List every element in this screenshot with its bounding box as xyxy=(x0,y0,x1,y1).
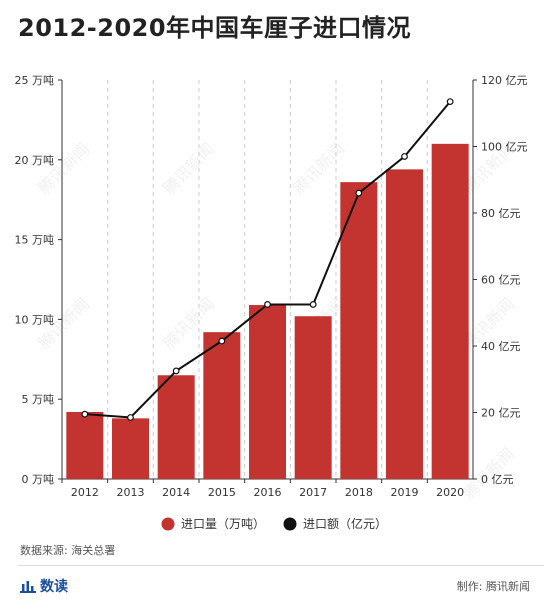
brand-logo: 数读 xyxy=(20,576,68,596)
bar-2015 xyxy=(203,332,241,479)
right-tick-label: 40 亿元 xyxy=(481,340,521,353)
line-point-2012 xyxy=(81,410,89,418)
chart-title: 2012-2020年中国车厘子进口情况 xyxy=(18,14,412,42)
right-tick-label: 120 亿元 xyxy=(481,74,528,87)
bar-2012 xyxy=(66,411,104,479)
x-tick-label: 2019 xyxy=(391,486,419,499)
right-tick-label: 60 亿元 xyxy=(481,274,521,287)
left-tick-label: 25 万吨 xyxy=(15,74,55,87)
line-point-2018 xyxy=(355,189,363,197)
x-tick-label: 2017 xyxy=(299,486,327,499)
x-tick-label: 2016 xyxy=(254,486,282,499)
x-tick-labels: 2012 2013 2014 2015 2016 2017 2018 2019 2020 xyxy=(71,486,464,499)
footer-divider xyxy=(18,565,544,566)
bar-2019 xyxy=(386,169,423,479)
x-tick-label: 2013 xyxy=(117,486,145,499)
left-tick-label: 5 万吨 xyxy=(22,393,55,406)
line-point-2019 xyxy=(401,153,408,160)
line-point-2017 xyxy=(309,301,317,308)
x-tick-label: 2012 xyxy=(71,486,99,499)
x-tick-label: 2018 xyxy=(345,486,373,499)
line-point-2020 xyxy=(446,98,454,106)
line-point-2015 xyxy=(218,337,226,345)
left-tick-label: 15 万吨 xyxy=(15,234,55,247)
legend: 进口量（万吨） 进口额（亿元） xyxy=(161,516,387,531)
watermark-text: 腾讯新闻 xyxy=(289,139,348,198)
brand-name: 数读 xyxy=(40,579,68,595)
bar-2017 xyxy=(294,316,332,479)
watermark-text: 腾讯新闻 xyxy=(34,139,93,198)
x-tick-label: 2014 xyxy=(162,486,190,499)
bar-2018 xyxy=(340,182,378,480)
watermark-text: 腾讯新闻 xyxy=(159,139,218,198)
left-tick-label: 10 万吨 xyxy=(15,313,55,326)
line-point-2014 xyxy=(172,367,180,375)
bar-chart-icon xyxy=(20,581,36,593)
line-series xyxy=(81,98,454,421)
right-tick-label: 80 亿元 xyxy=(481,207,521,220)
bar-2013 xyxy=(112,418,149,479)
bar-2016 xyxy=(249,305,286,479)
legend-bar-label: 进口量（万吨） xyxy=(181,517,265,531)
line-point-2013 xyxy=(127,414,134,421)
right-axis-tick-labels: 0 亿元 20 亿元 40 亿元 60 亿元 80 亿元 100 亿元 120 亿元 xyxy=(481,74,528,486)
dual-axis-chart: 腾讯新闻腾讯新闻腾讯新闻腾讯新闻腾讯新闻腾讯新闻腾讯新闻腾讯新闻腾讯新闻 201… xyxy=(15,74,528,531)
right-tick-label: 100 亿元 xyxy=(481,141,528,154)
gridlines xyxy=(107,80,428,479)
left-axis-tick-labels: 0 万吨 5 万吨 10 万吨 15 万吨 20 万吨 25 万吨 xyxy=(15,74,55,486)
bar-series xyxy=(66,143,469,480)
line-point-2016 xyxy=(264,301,271,308)
credit: 制作: 腾讯新闻 xyxy=(456,580,530,593)
right-tick-label: 0 亿元 xyxy=(481,473,514,486)
legend-line-label: 进口额（亿元） xyxy=(303,516,387,531)
right-tick-label: 20 亿元 xyxy=(481,407,521,420)
bar-2020 xyxy=(431,143,469,479)
data-source: 数据来源: 海关总署 xyxy=(20,544,116,557)
x-tick-label: 2015 xyxy=(208,486,236,499)
bar-2014 xyxy=(157,375,195,479)
x-tick-label: 2020 xyxy=(436,486,464,499)
legend-bar-swatch xyxy=(161,517,175,531)
left-tick-label: 20 万吨 xyxy=(15,154,55,167)
left-tick-label: 0 万吨 xyxy=(22,473,55,486)
legend-line-swatch xyxy=(283,517,297,531)
